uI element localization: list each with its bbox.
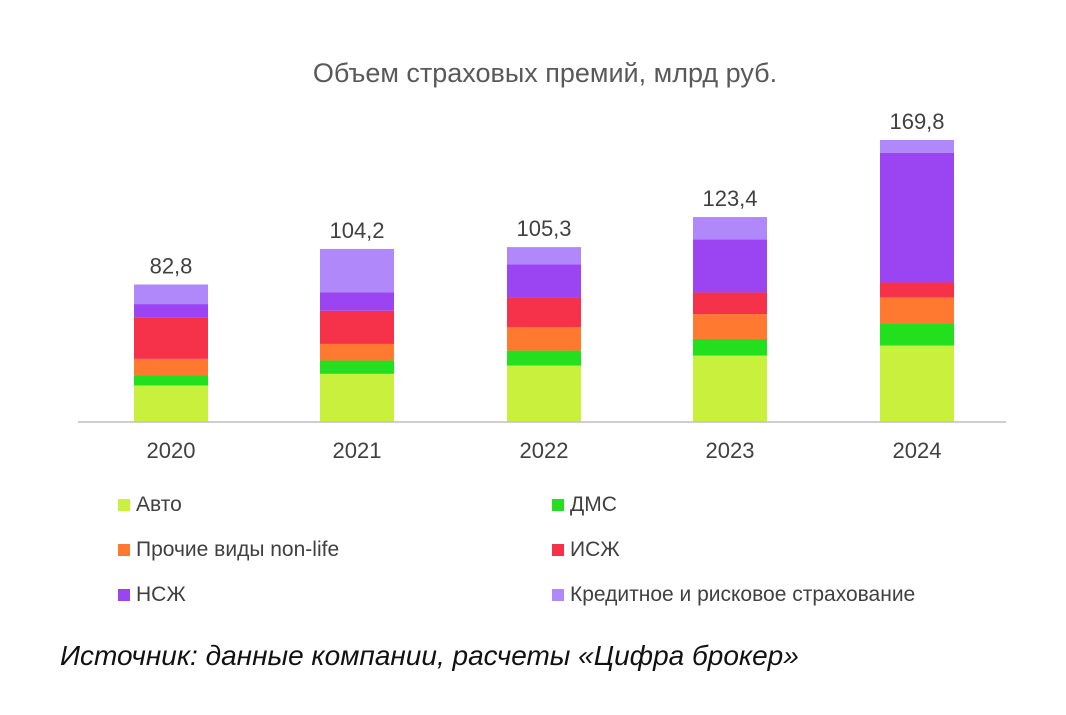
bar-segment-2020-4 xyxy=(134,304,208,318)
bar-segment-2022-5 xyxy=(507,247,581,265)
legend-label: Прочие виды non-life xyxy=(136,538,340,561)
bar-segment-2022-2 xyxy=(507,327,581,351)
bar-segment-2021-1 xyxy=(320,360,394,374)
bar-segment-2024-2 xyxy=(880,297,954,325)
legend-swatch xyxy=(552,589,564,601)
bar-segment-2024-5 xyxy=(880,140,954,153)
legend-item-credit-risk: Кредитное и рисковое страхование xyxy=(552,583,915,607)
bar-segment-2023-4 xyxy=(693,239,767,293)
total-label-2020: 82,8 xyxy=(150,253,193,278)
legend: Авто ДМС Прочие виды non-life ИСЖ НСЖ Кр… xyxy=(0,480,1066,620)
total-label-2024: 169,8 xyxy=(889,109,944,134)
legend-item-other-nonlife: Прочие виды non-life xyxy=(118,538,339,562)
total-label-2023: 123,4 xyxy=(702,186,757,211)
bar-segment-2023-3 xyxy=(693,292,767,315)
x-tick-label-2021: 2021 xyxy=(333,438,382,463)
bar-segment-2024-3 xyxy=(880,282,954,298)
bar-segment-2024-1 xyxy=(880,324,954,346)
x-tick-label-2022: 2022 xyxy=(520,438,569,463)
chart-title: Объем страховых премий, млрд руб. xyxy=(313,58,777,88)
legend-label: ДМС xyxy=(570,493,617,516)
bar-segment-2023-5 xyxy=(693,217,767,240)
total-label-2021: 104,2 xyxy=(329,218,384,243)
bar-segment-2024-4 xyxy=(880,152,954,283)
legend-swatch xyxy=(552,499,564,511)
bar-segment-2020-2 xyxy=(134,358,208,376)
legend-swatch xyxy=(118,499,130,511)
bar-segment-2023-1 xyxy=(693,338,767,356)
bar-segment-2022-4 xyxy=(507,264,581,298)
bar-segment-2022-3 xyxy=(507,297,581,328)
legend-label: Авто xyxy=(136,493,182,516)
bar-segment-2021-0 xyxy=(320,373,394,422)
legend-swatch xyxy=(118,589,130,601)
bar-segment-2021-2 xyxy=(320,343,394,361)
bar-segment-2021-3 xyxy=(320,310,394,344)
legend-item-nszh: НСЖ xyxy=(118,583,186,607)
legend-label: НСЖ xyxy=(136,583,186,606)
legend-item-auto: Авто xyxy=(118,493,182,517)
bar-segment-2024-0 xyxy=(880,345,954,422)
legend-item-iszh: ИСЖ xyxy=(552,538,620,562)
x-tick-label-2020: 2020 xyxy=(147,438,196,463)
bar-segment-2022-1 xyxy=(507,350,581,366)
x-tick-label-2024: 2024 xyxy=(893,438,942,463)
total-label-2022: 105,3 xyxy=(516,216,571,241)
bar-segment-2022-0 xyxy=(507,365,581,422)
bar-segment-2020-3 xyxy=(134,317,208,359)
bar-segment-2021-5 xyxy=(320,248,394,293)
legend-label: Кредитное и рисковое страхование xyxy=(570,583,916,606)
bar-segment-2020-1 xyxy=(134,375,208,386)
legend-swatch xyxy=(118,544,130,556)
legend-item-dms: ДМС xyxy=(552,493,617,517)
legend-swatch xyxy=(552,544,564,556)
stacked-bar-chart: Объем страховых премий, млрд руб. 82,8 20… xyxy=(78,58,1006,463)
source-note: Источник: данные компании, расчеты «Цифр… xyxy=(60,640,799,671)
x-tick-label-2023: 2023 xyxy=(706,438,755,463)
bar-segment-2021-4 xyxy=(320,292,394,311)
bar-segment-2023-2 xyxy=(693,314,767,339)
bar-segment-2020-0 xyxy=(134,385,208,422)
bar-segment-2020-5 xyxy=(134,284,208,305)
legend-label: ИСЖ xyxy=(570,538,620,561)
bar-segment-2023-0 xyxy=(693,355,767,422)
